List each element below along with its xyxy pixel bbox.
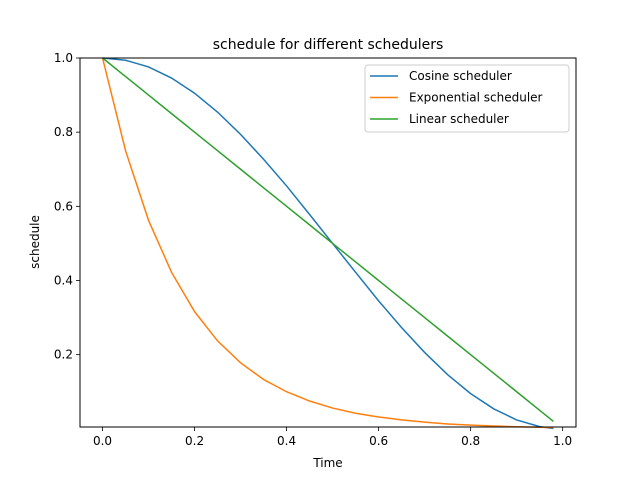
series-line-3 [102, 57, 554, 422]
y-tick-label: 0.2 [54, 348, 73, 362]
legend-box [364, 64, 570, 133]
y-axis-label: schedule [28, 215, 42, 269]
x-tick-label: 0.2 [185, 434, 204, 448]
x-tick-label: 0.0 [93, 434, 112, 448]
y-tick-label: 0.6 [54, 199, 73, 213]
chart-title: schedule for different schedulers [213, 37, 444, 53]
x-tick-label: 0.6 [369, 434, 388, 448]
x-tick-label: 0.4 [277, 434, 296, 448]
y-tick-label: 0.8 [54, 125, 73, 139]
series-layer [101, 57, 554, 430]
y-tick-label: 1.0 [54, 51, 73, 65]
legend-label-3: Linear scheduler [409, 112, 509, 126]
x-tick-label: 1.0 [553, 434, 572, 448]
x-axis-label: Time [312, 456, 342, 470]
legend: Cosine scheduler Exponential scheduler Lin… [364, 64, 570, 133]
y-tick-label: 0.4 [54, 273, 73, 287]
y-axis-ticks: 0.2 0.4 0.6 0.8 1.0 [54, 51, 80, 362]
plot-frame [79, 57, 577, 428]
legend-label-2: Exponential scheduler [409, 91, 543, 105]
series-line-2 [101, 57, 554, 429]
legend-label-1: Cosine scheduler [409, 69, 512, 83]
x-axis-ticks: 0.0 0.2 0.4 0.6 0.8 1.0 [93, 427, 572, 448]
x-tick-label: 0.8 [461, 434, 480, 448]
